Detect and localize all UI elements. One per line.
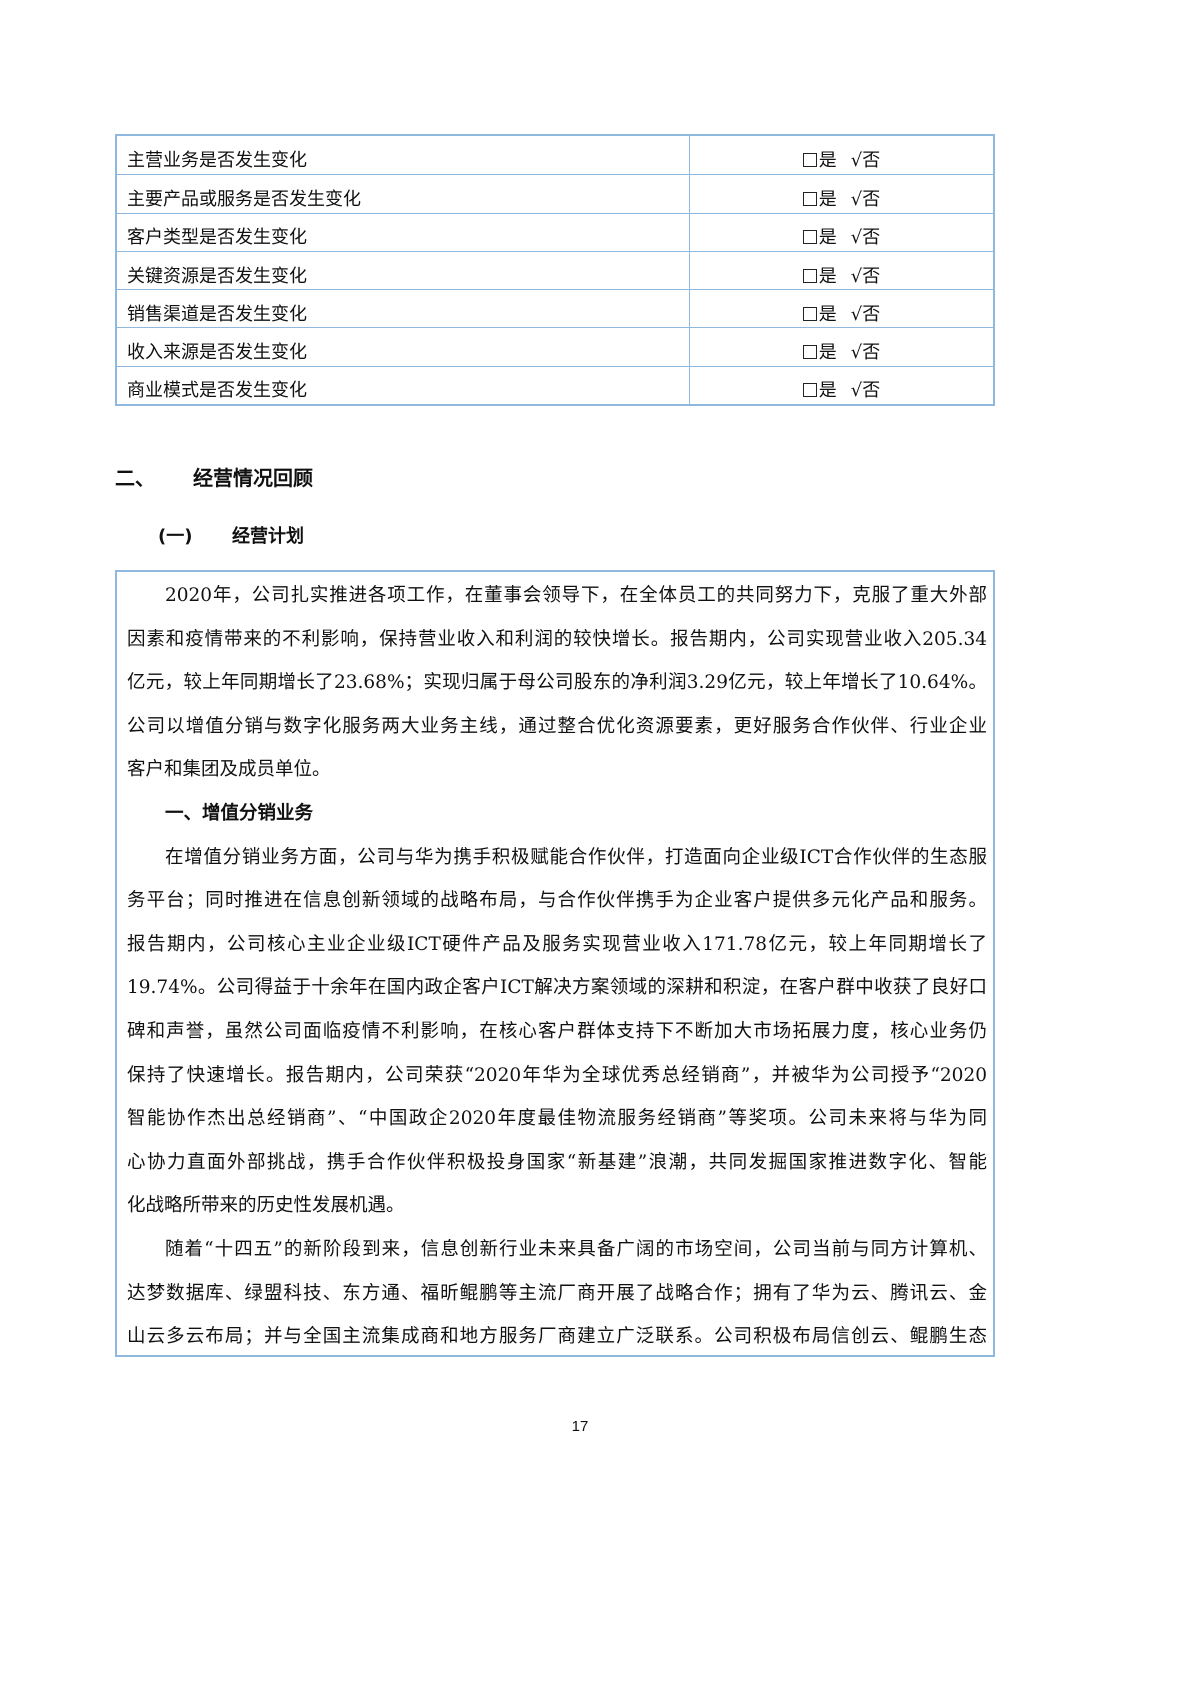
question-label: 主要产品或服务是否发生变化 <box>117 175 690 213</box>
no-option: √否 <box>850 188 881 210</box>
paragraph-line: 智能协作杰出总经销商”、“中国政企2020年度最佳物流服务经销商”等奖项。公司未… <box>127 1108 987 1130</box>
answer-cell: 是 √否 <box>690 367 993 404</box>
question-label: 主营业务是否发生变化 <box>117 136 690 175</box>
checkbox-empty-icon <box>802 345 817 360</box>
checkmark-icon: √ <box>850 342 863 364</box>
table-row: 关键资源是否发生变化 是 √否 <box>117 250 993 290</box>
no-option: √否 <box>850 342 881 364</box>
question-label: 商业模式是否发生变化 <box>117 366 690 405</box>
yes-option: 是 <box>802 376 837 402</box>
paragraph-line: 碑和声誉，虽然公司面临疫情不利影响，在核心客户群体支持下不断加大市场拓展力度，核… <box>127 1021 987 1042</box>
paragraph-line: 在增值分销业务方面，公司与华为携手积极赋能合作伙伴，打造面向企业级ICT合作伙伴… <box>165 846 987 868</box>
question-label: 收入来源是否发生变化 <box>117 328 690 366</box>
checkbox-empty-icon <box>802 191 817 206</box>
checkbox-empty-icon <box>802 306 817 321</box>
yes-option: 是 <box>802 338 837 364</box>
paragraph-line: 山云多云布局；并与全国主流集成商和地方服务厂商建立广泛联系。公司积极布局信创云、… <box>127 1326 987 1348</box>
paragraph-line: 心协力直面外部挑战，携手合作伙伴积极投身国家“新基建”浪潮，共同发掘国家推进数字… <box>127 1151 987 1173</box>
answer-cell: 是 √否 <box>690 175 993 212</box>
no-option: √否 <box>850 265 881 287</box>
answer-cell: 是 √否 <box>690 214 993 251</box>
yes-option: 是 <box>802 262 837 288</box>
yes-option: 是 <box>802 146 837 172</box>
subheading: 一、增值分销业务 <box>165 803 314 824</box>
checkmark-icon: √ <box>850 188 863 210</box>
paragraph-line: 务平台；同时推进在信息创新领域的战略布局，与合作伙伴携手为企业客户提供多元化产品… <box>127 890 987 912</box>
yes-option: 是 <box>802 300 837 326</box>
table-row: 主营业务是否发生变化 是 √否 <box>117 136 993 175</box>
table-row: 销售渠道是否发生变化 是 √否 <box>117 289 993 328</box>
subsection-heading: (一) 经营计划 <box>158 526 304 547</box>
answer-cell: 是 √否 <box>690 136 993 174</box>
checkmark-icon: √ <box>850 380 863 402</box>
paragraph-line: 报告期内，公司核心主业企业级ICT硬件产品及服务实现营业收入171.78亿元，较… <box>127 933 987 955</box>
yes-option: 是 <box>802 185 837 211</box>
paragraph-line: 公司以增值分销与数字化服务两大业务主线，通过整合优化资源要素，更好服务合作伙伴、… <box>127 715 987 737</box>
paragraph-line: 客户和集团及成员单位。 <box>127 759 331 781</box>
checkbox-empty-icon <box>802 153 817 168</box>
paragraph-line: 19.74%。公司得益于十余年在国内政企客户ICT解决方案领域的深耕和积淀，在客… <box>127 977 987 999</box>
answer-cell: 是 √否 <box>690 290 993 327</box>
paragraph-line: 因素和疫情带来的不利影响，保持营业收入和利润的较快增长。报告期内，公司实现营业收… <box>127 628 987 650</box>
table-row: 收入来源是否发生变化 是 √否 <box>117 327 993 366</box>
paragraph-line: 随着“十四五”的新阶段到来，信息创新行业未来具备广阔的市场空间，公司当前与同方计… <box>165 1239 987 1260</box>
no-option: √否 <box>850 227 881 249</box>
yes-option: 是 <box>802 223 837 249</box>
no-option: √否 <box>850 380 881 402</box>
table-row: 商业模式是否发生变化 是 √否 <box>117 365 993 405</box>
checkmark-icon: √ <box>850 265 863 287</box>
checkbox-empty-icon <box>802 383 817 398</box>
table-row: 客户类型是否发生变化 是 √否 <box>117 212 993 251</box>
no-option: √否 <box>850 303 881 325</box>
paragraph-line: 化战略所带来的历史性发展机遇。 <box>127 1195 405 1217</box>
checkmark-icon: √ <box>850 227 863 249</box>
business-plan-textbox: 2020年，公司扎实推进各项工作，在董事会领导下，在全体员工的共同努力下，克服了… <box>115 570 995 1357</box>
page-number: 17 <box>571 1418 589 1435</box>
paragraph-line: 2020年，公司扎实推进各项工作，在董事会领导下，在全体员工的共同努力下，克服了… <box>165 585 987 606</box>
checkbox-empty-icon <box>802 268 817 283</box>
section-heading: 二、 经营情况回顾 <box>115 466 313 490</box>
checkmark-icon: √ <box>850 303 863 325</box>
question-label: 关键资源是否发生变化 <box>117 251 690 290</box>
answer-cell: 是 √否 <box>690 252 993 289</box>
checkbox-empty-icon <box>802 230 817 245</box>
question-label: 销售渠道是否发生变化 <box>117 290 690 328</box>
table-row: 主要产品或服务是否发生变化 是 √否 <box>117 174 993 213</box>
paragraph-line: 亿元，较上年同期增长了23.68%；实现归属于母公司股东的净利润3.29亿元，较… <box>127 672 987 694</box>
paragraph-line: 达梦数据库、绿盟科技、东方通、福昕鲲鹏等主流厂商开展了战略合作；拥有了华为云、腾… <box>127 1282 987 1304</box>
business-change-table: 主营业务是否发生变化 是 √否 主要产品或服务是否发生变化 是 √否 客户类型是… <box>115 134 995 407</box>
checkmark-icon: √ <box>850 150 863 172</box>
no-option: √否 <box>850 150 881 172</box>
paragraph-line: 保持了快速增长。报告期内，公司荣获“2020年华为全球优秀总经销商”，并被华为公… <box>127 1064 987 1086</box>
answer-cell: 是 √否 <box>690 328 993 365</box>
question-label: 客户类型是否发生变化 <box>117 213 690 251</box>
